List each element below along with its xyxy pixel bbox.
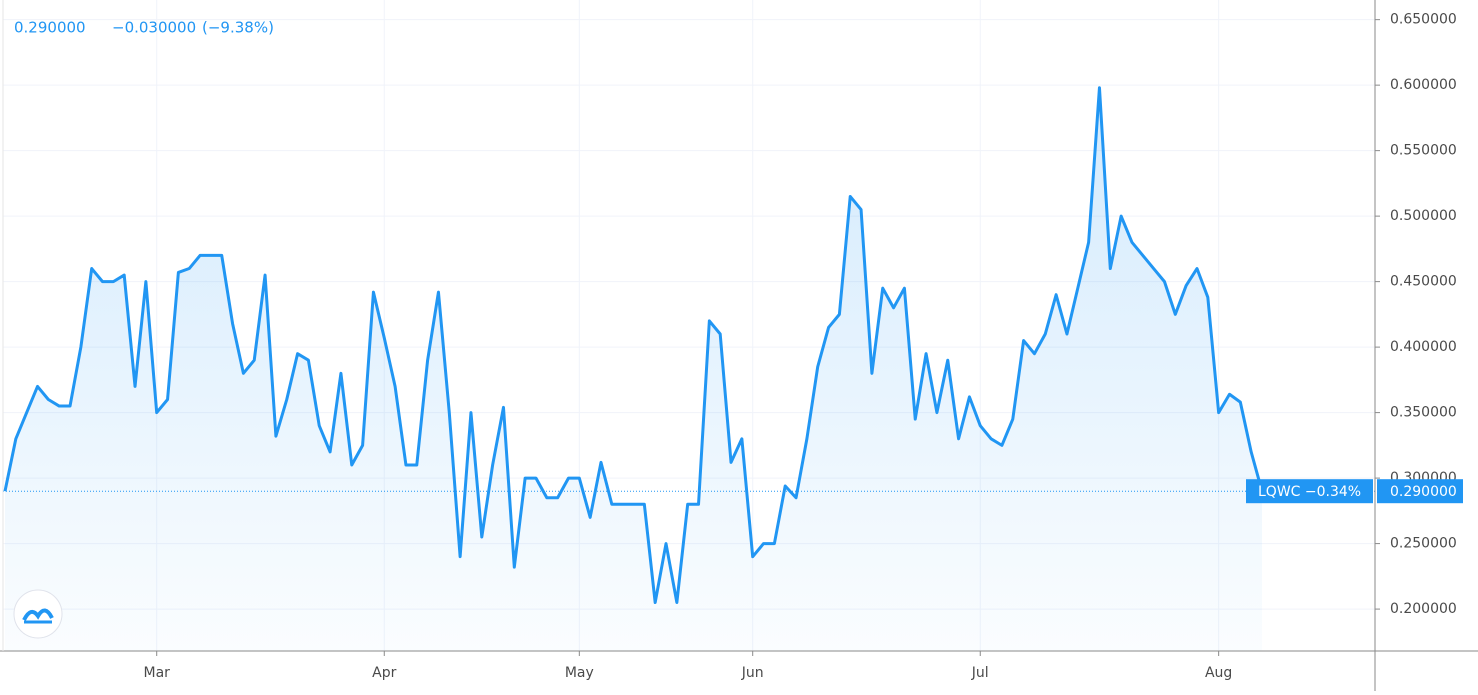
header-change: −0.030000 (112, 19, 196, 37)
x-tick-label: Mar (143, 665, 170, 681)
y-tick-label: 0.550000 (1390, 143, 1457, 159)
area-fill (5, 87, 1262, 652)
y-tick-label: 0.200000 (1390, 601, 1457, 617)
header-last: 0.290000 (14, 19, 86, 37)
name-badge (1246, 479, 1373, 504)
y-tick-label: 0.650000 (1390, 12, 1457, 28)
price-badge-label: 0.290000 (1390, 484, 1457, 500)
price-badge (1377, 479, 1463, 504)
y-tick-label: 0.350000 (1390, 405, 1457, 421)
y-tick-label: 0.500000 (1390, 208, 1457, 224)
x-tick-label: Jul (971, 665, 989, 681)
y-tick-label: 0.250000 (1390, 536, 1457, 552)
header-change-percent: (−9.38%) (202, 19, 274, 37)
name-badge-label: LQWC −0.34% (1258, 484, 1361, 500)
logo[interactable] (13, 589, 63, 639)
x-tick-label: Jun (741, 665, 764, 681)
x-tick-label: Aug (1205, 665, 1232, 681)
y-tick-label: 0.450000 (1390, 274, 1457, 290)
x-tick-label: May (565, 665, 594, 681)
line (3, 86, 1264, 605)
y-tick-label: 0.600000 (1390, 77, 1457, 93)
y-tick-label: 0.400000 (1390, 339, 1457, 355)
logo-mark[interactable] (22, 608, 54, 621)
x-tick-label: Apr (372, 665, 396, 681)
